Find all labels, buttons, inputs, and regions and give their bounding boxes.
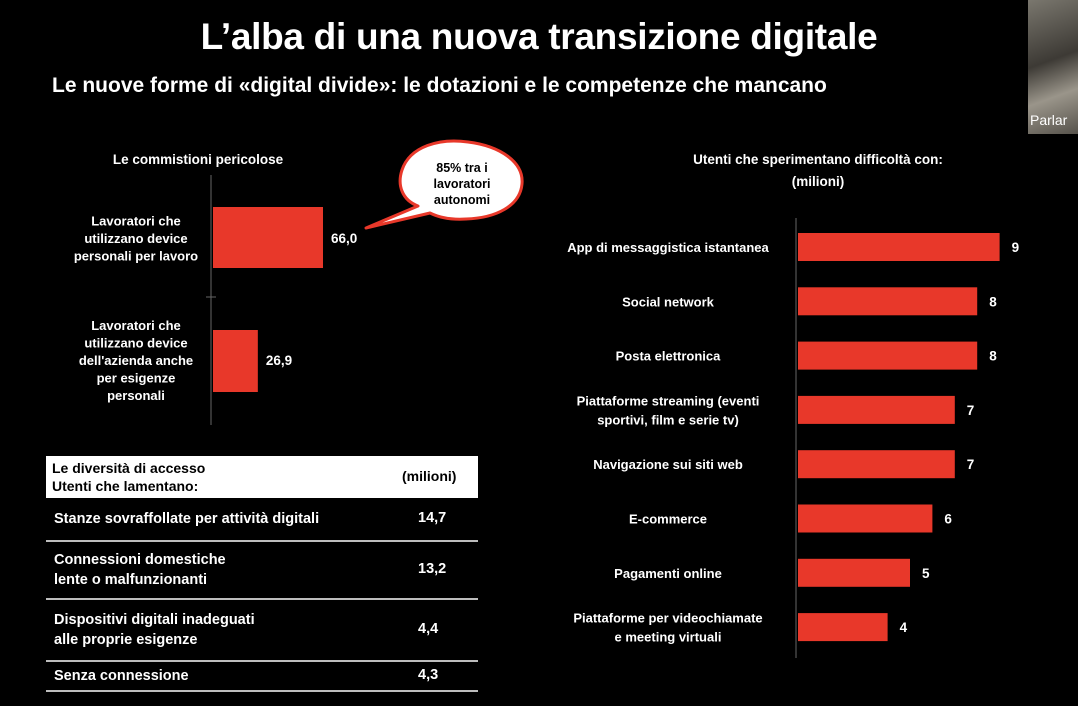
bar bbox=[798, 233, 1000, 261]
bar-value-label: 26,9 bbox=[266, 353, 292, 368]
chart-title: Utenti che sperimentano difficoltà con: bbox=[693, 152, 943, 167]
category-label: Navigazione sui siti web bbox=[593, 457, 743, 472]
table-row-label-line: Stanze sovraffollate per attività digita… bbox=[54, 511, 320, 527]
bar bbox=[213, 330, 258, 392]
category-label: App di messaggistica istantanea bbox=[567, 240, 769, 255]
bar-value-label: 7 bbox=[967, 403, 975, 418]
slide-title: L’alba di una nuova transizione digitale bbox=[200, 16, 878, 57]
bar-value-label: 8 bbox=[989, 349, 997, 364]
bar-value-label: 8 bbox=[989, 294, 997, 309]
category-label: personali per lavoro bbox=[74, 249, 198, 264]
slide-subtitle: Le nuove forme di «digital divide»: le d… bbox=[52, 74, 827, 97]
category-label: Social network bbox=[622, 294, 715, 309]
bar-value-label: 66,0 bbox=[331, 231, 357, 246]
bar-value-label: 5 bbox=[922, 566, 930, 581]
table-row: Senza connessione 4,3 bbox=[46, 662, 478, 692]
participant-name: Parlar bbox=[1030, 112, 1068, 128]
bar bbox=[798, 341, 978, 370]
category-label: Lavoratori che bbox=[91, 214, 181, 229]
bar-value-label: 6 bbox=[944, 512, 952, 527]
table-row: Stanze sovraffollate per attività digita… bbox=[46, 498, 478, 542]
category-label: personali bbox=[107, 388, 165, 403]
bar-value-label: 7 bbox=[967, 457, 975, 472]
table-row-value: 4,3 bbox=[418, 667, 439, 683]
category-label: utilizzano device bbox=[84, 231, 187, 246]
bar bbox=[213, 207, 323, 268]
bar-value-label: 4 bbox=[900, 620, 908, 635]
table-row-label-line: lente o malfunzionanti bbox=[54, 572, 208, 588]
bar-value-label: 9 bbox=[1012, 240, 1020, 255]
callout-bubble bbox=[364, 139, 524, 230]
access-table-title-line: Le diversità di accesso bbox=[52, 460, 206, 476]
bar bbox=[798, 504, 933, 533]
table-row-label-line: alle proprie esigenze bbox=[54, 632, 198, 648]
table-row-label-line: Connessioni domestiche bbox=[54, 552, 226, 568]
category-label: dell'azienda anche bbox=[79, 353, 193, 368]
chart-unit: (milioni) bbox=[792, 174, 845, 189]
access-table-title: Le diversità di accesso Utenti che lamen… bbox=[52, 459, 205, 495]
category-label: Piattaforme streaming (eventi bbox=[577, 393, 760, 408]
category-label: Piattaforme per videochiamate bbox=[573, 611, 762, 626]
access-table-header: Le diversità di accesso Utenti che lamen… bbox=[46, 456, 478, 498]
callout-text: lavoratori bbox=[434, 177, 491, 191]
table-row-label-line: Dispositivi digitali inadeguati bbox=[54, 612, 255, 628]
bar bbox=[798, 450, 955, 479]
participant-video-thumbnail[interactable]: Parlar bbox=[1028, 0, 1078, 134]
table-row: Connessioni domestiche lente o malfunzion… bbox=[46, 542, 478, 600]
category-label: sportivi, film e serie tv) bbox=[597, 412, 739, 427]
category-label: e meeting virtuali bbox=[615, 630, 722, 645]
chart-commistioni: Le commistioni pericolose 66,0 Lavoratori … bbox=[74, 139, 524, 425]
category-label: E-commerce bbox=[629, 512, 707, 527]
bar bbox=[798, 613, 888, 642]
table-row-label: Senza connessione bbox=[54, 666, 189, 686]
bar bbox=[798, 395, 955, 424]
table-row-value: 14,7 bbox=[418, 510, 447, 526]
chart-title: Le commistioni pericolose bbox=[113, 152, 284, 167]
access-table-unit: (milioni) bbox=[402, 468, 457, 484]
table-row-label: Stanze sovraffollate per attività digita… bbox=[54, 509, 319, 529]
category-label: Pagamenti online bbox=[614, 566, 722, 581]
access-table-title-line: Utenti che lamentano: bbox=[52, 478, 199, 494]
table-row-label-line: Senza connessione bbox=[54, 668, 189, 684]
bar bbox=[798, 287, 978, 316]
callout-text: 85% tra i bbox=[436, 161, 487, 175]
callout-text: autonomi bbox=[434, 193, 490, 207]
table-row-label: Connessioni domestiche lente o malfunzion… bbox=[54, 550, 226, 590]
table-row-value: 4,4 bbox=[418, 621, 439, 637]
bar bbox=[798, 558, 910, 587]
category-label: utilizzano device bbox=[84, 336, 187, 351]
table-row-label: Dispositivi digitali inadeguati alle prop… bbox=[54, 610, 255, 650]
category-label: Posta elettronica bbox=[616, 349, 722, 364]
category-label: Lavoratori che bbox=[91, 318, 181, 333]
table-row: Dispositivi digitali inadeguati alle prop… bbox=[46, 600, 478, 662]
table-row-value: 13,2 bbox=[418, 561, 447, 577]
category-label: per esigenze bbox=[97, 371, 176, 386]
